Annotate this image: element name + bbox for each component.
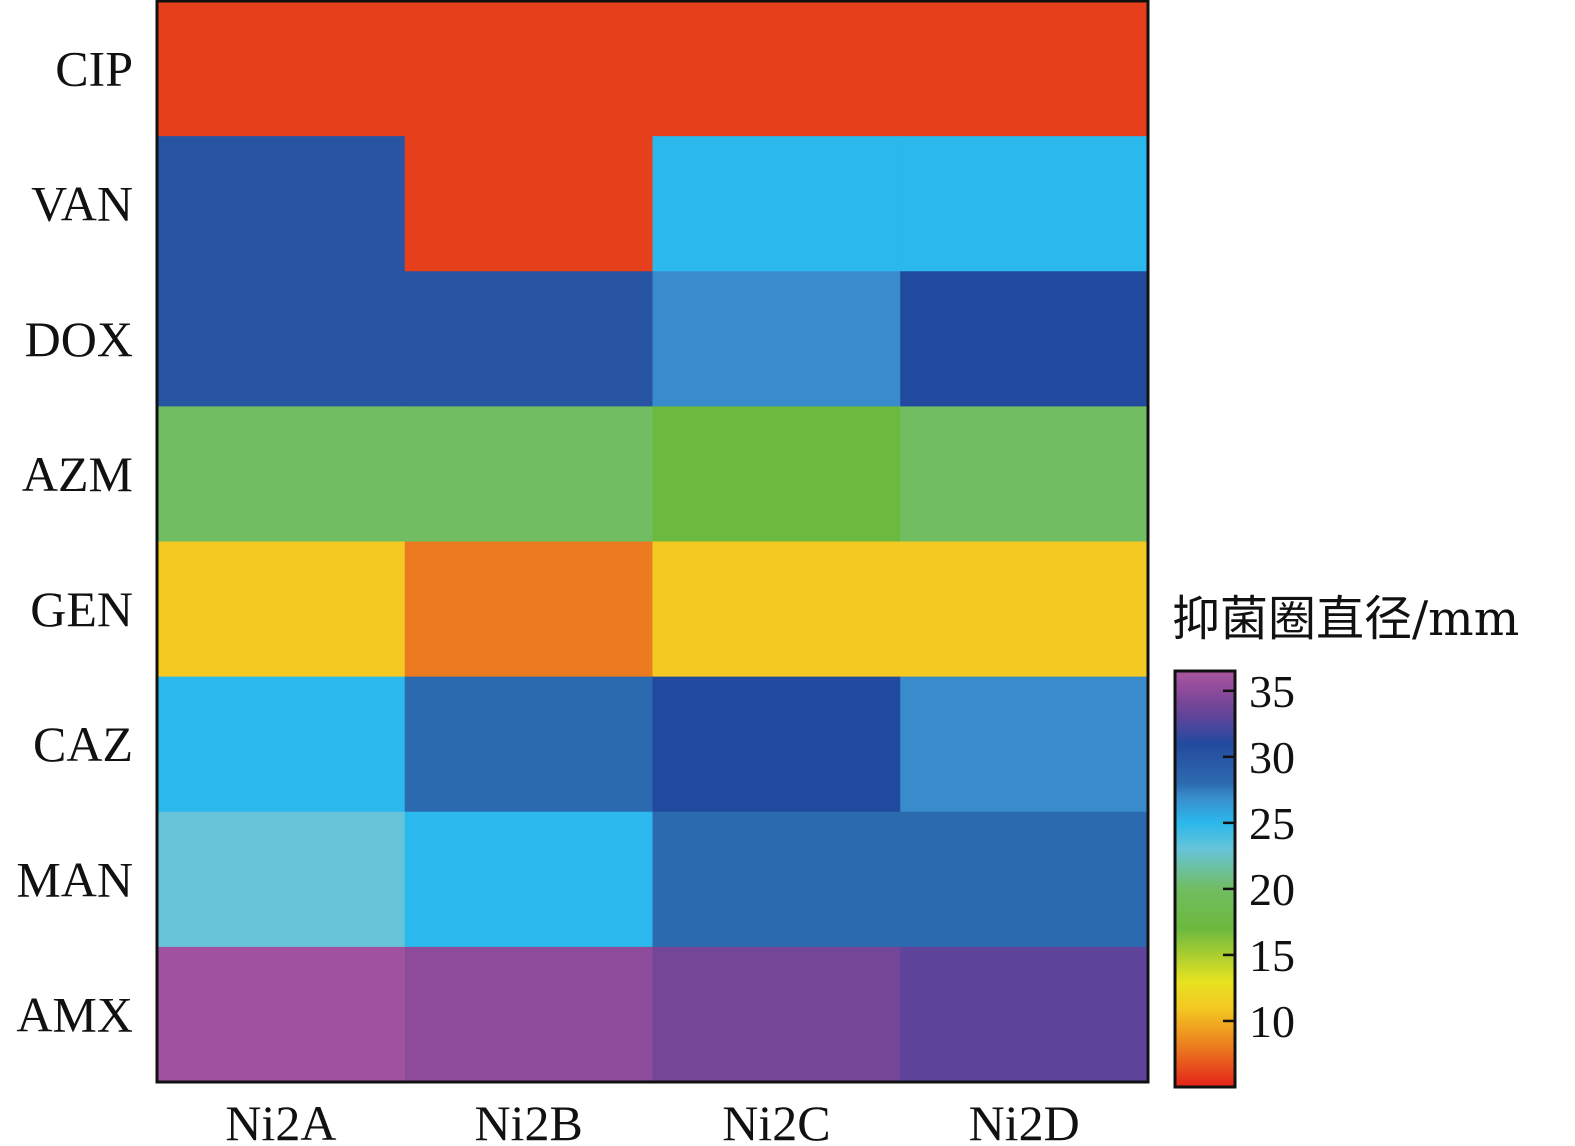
heatmap-cell-azm-ni2a	[157, 406, 406, 543]
row-label-van: VAN	[31, 176, 133, 232]
heatmap-cell-dox-ni2c	[652, 271, 901, 407]
column-labels: Ni2A Ni2B Ni2C Ni2D	[225, 1095, 1079, 1146]
colorbar-tick-label: 35	[1249, 666, 1295, 717]
heatmap-cell-dox-ni2a	[157, 271, 406, 407]
heatmap-cell-van-ni2c	[652, 136, 901, 272]
column-label-ni2a: Ni2A	[225, 1095, 336, 1146]
heatmap-cell-gen-ni2c	[652, 541, 901, 678]
plot-frame	[155, 0, 1150, 1084]
heatmap-cell-amx-ni2c	[652, 946, 901, 1083]
heatmap-cell-amx-ni2b	[404, 946, 654, 1083]
heatmap-cell-caz-ni2c	[652, 676, 901, 813]
heatmap-cell-van-ni2b	[404, 136, 654, 272]
colorbar-tick-label: 10	[1249, 996, 1295, 1047]
heatmap-cell-dox-ni2b	[404, 271, 654, 407]
colorbar-title: 抑菌圈直径/mm	[1172, 591, 1519, 647]
heatmap-cell-azm-ni2b	[404, 406, 654, 543]
heatmap-cell-cip-ni2b	[404, 1, 654, 137]
heatmap-cell-gen-ni2a	[157, 541, 406, 678]
colorbar-tick-label: 20	[1249, 864, 1295, 915]
colorbar-tick-label: 30	[1249, 732, 1295, 783]
row-label-man: MAN	[16, 851, 133, 907]
column-label-ni2d: Ni2D	[969, 1095, 1080, 1146]
colorbar-tick-label: 25	[1249, 798, 1295, 849]
heatmap-cell-man-ni2d	[900, 811, 1149, 948]
colorbar-ticks: 10 15 20 25 30 35	[1223, 666, 1295, 1047]
heatmap-cell-cip-ni2a	[157, 1, 406, 137]
heatmap-cell-caz-ni2b	[404, 676, 654, 813]
row-label-cip: CIP	[55, 41, 133, 97]
colorbar: 抑菌圈直径/mm 10 15 20 25 30 35	[1172, 591, 1519, 1089]
row-label-gen: GEN	[30, 581, 133, 637]
row-label-azm: AZM	[22, 446, 133, 502]
heatmap-cell-man-ni2c	[652, 811, 901, 948]
heatmap-cell-van-ni2a	[157, 136, 406, 272]
heatmap-cell-man-ni2a	[157, 811, 406, 948]
heatmap-cells	[157, 1, 1149, 1083]
row-label-caz: CAZ	[33, 716, 133, 772]
column-label-ni2c: Ni2C	[722, 1095, 830, 1146]
row-label-amx: AMX	[16, 986, 133, 1042]
heatmap-cell-caz-ni2a	[157, 676, 406, 813]
heatmap-cell-cip-ni2c	[652, 1, 901, 137]
colorbar-tick-label: 15	[1249, 930, 1295, 981]
heatmap-cell-gen-ni2d	[900, 541, 1149, 678]
heatmap-cell-azm-ni2c	[652, 406, 901, 543]
row-labels: CIP VAN DOX AZM GEN CAZ MAN AMX	[16, 41, 133, 1043]
heatmap-cell-amx-ni2d	[900, 946, 1149, 1083]
column-label-ni2b: Ni2B	[474, 1095, 582, 1146]
heatmap-cell-van-ni2d	[900, 136, 1149, 272]
heatmap-cell-amx-ni2a	[157, 946, 406, 1083]
heatmap-cell-gen-ni2b	[404, 541, 654, 678]
heatmap-cell-dox-ni2d	[900, 271, 1149, 407]
row-label-dox: DOX	[25, 311, 133, 367]
colorbar-gradient	[1173, 669, 1237, 1089]
heatmap-cell-azm-ni2d	[900, 406, 1149, 543]
heatmap-cell-cip-ni2d	[900, 1, 1149, 137]
heatmap-cell-caz-ni2d	[900, 676, 1149, 813]
heatmap-cell-man-ni2b	[404, 811, 654, 948]
